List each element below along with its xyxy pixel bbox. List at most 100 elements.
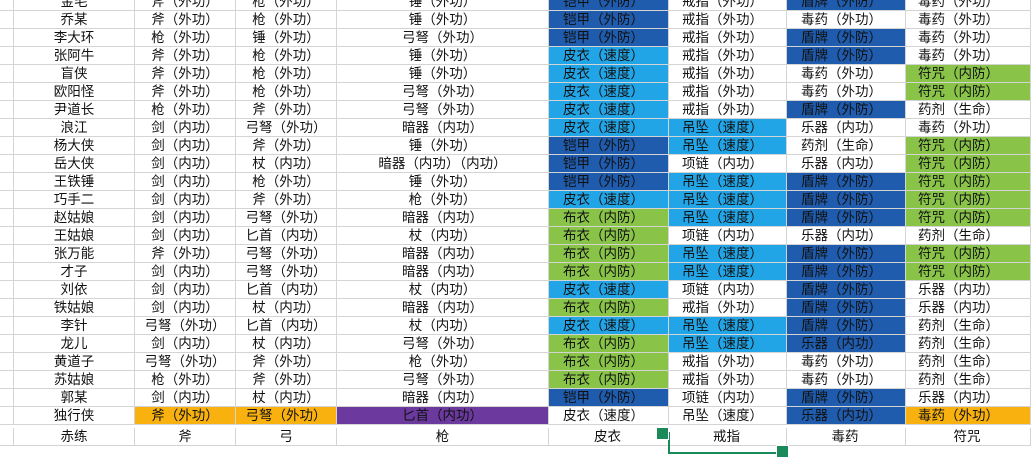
- equipment-cell[interactable]: 戒指（外功）: [669, 83, 787, 101]
- name-cell[interactable]: 郭某: [14, 389, 135, 407]
- equipment-cell[interactable]: 枪（外功）: [236, 65, 337, 83]
- equipment-cell[interactable]: 剑（内功）: [135, 173, 236, 191]
- equipment-cell[interactable]: 符咒（内防）: [906, 137, 1031, 155]
- equipment-cell[interactable]: 匕首（内功）: [236, 227, 337, 245]
- equipment-cell[interactable]: 符咒（内防）: [906, 83, 1031, 101]
- equipment-cell[interactable]: 枪（外功）: [135, 371, 236, 389]
- equipment-cell[interactable]: 吊坠（速度）: [669, 173, 787, 191]
- name-cell[interactable]: 欧阳怪: [14, 83, 135, 101]
- equipment-cell[interactable]: 戒指（外功）: [669, 371, 787, 389]
- equipment-cell[interactable]: 杖（内功）: [236, 389, 337, 407]
- equipment-cell[interactable]: 盾牌（外防）: [787, 299, 906, 317]
- equipment-cell[interactable]: 弓弩（外功）: [236, 245, 337, 263]
- equipment-cell[interactable]: 锤（外功）: [337, 47, 549, 65]
- equipment-cell[interactable]: 暗器（内功）: [337, 389, 549, 407]
- equipment-cell[interactable]: 匕首（内功）: [337, 407, 549, 425]
- equipment-cell[interactable]: 铠甲（外防）: [549, 173, 669, 191]
- equipment-cell[interactable]: 盾牌（外防）: [787, 281, 906, 299]
- equipment-cell[interactable]: 吊坠（速度）: [669, 335, 787, 353]
- equipment-cell[interactable]: 乐器（内功）: [906, 299, 1031, 317]
- equipment-cell[interactable]: 杖（内功）: [337, 317, 549, 335]
- name-cell[interactable]: 杨大侠: [14, 137, 135, 155]
- equipment-cell[interactable]: 斧（外功）: [135, 83, 236, 101]
- equipment-cell[interactable]: 皮衣（速度）: [549, 191, 669, 209]
- equipment-cell[interactable]: 枪（外功）: [337, 191, 549, 209]
- selection-fill-handle[interactable]: [776, 445, 789, 458]
- equipment-cell[interactable]: 铠甲（外防）: [549, 137, 669, 155]
- equipment-cell[interactable]: 吊坠（速度）: [669, 245, 787, 263]
- equipment-cell[interactable]: 杖（内功）: [236, 335, 337, 353]
- equipment-cell[interactable]: 符咒（内防）: [906, 245, 1031, 263]
- equipment-cell[interactable]: 剑（内功）: [135, 155, 236, 173]
- equipment-cell[interactable]: 项链（内功）: [669, 227, 787, 245]
- equipment-cell[interactable]: 吊坠（速度）: [669, 317, 787, 335]
- equipment-cell[interactable]: 药剂（生命）: [906, 317, 1031, 335]
- equipment-cell[interactable]: 弓弩（外功）: [337, 101, 549, 119]
- equipment-cell[interactable]: 暗器（内功）（内功）: [337, 155, 549, 173]
- equipment-cell[interactable]: 乐器（内功）: [906, 281, 1031, 299]
- equipment-cell[interactable]: 皮衣（速度）: [549, 407, 669, 425]
- equipment-cell[interactable]: 盾牌（外防）: [787, 47, 906, 65]
- equipment-cell[interactable]: 乐器（内功）: [787, 227, 906, 245]
- name-cell[interactable]: 张万能: [14, 245, 135, 263]
- equipment-cell[interactable]: 符咒（内防）: [906, 191, 1031, 209]
- equipment-cell[interactable]: 符咒（内防）: [906, 263, 1031, 281]
- name-cell[interactable]: 才子: [14, 263, 135, 281]
- equipment-cell[interactable]: 乐器（内功）: [787, 335, 906, 353]
- equipment-cell[interactable]: 铠甲（外防）: [549, 29, 669, 47]
- equipment-cell[interactable]: 毒药（外功）: [787, 353, 906, 371]
- name-cell[interactable]: 龙儿: [14, 335, 135, 353]
- name-cell[interactable]: 金毛: [14, 0, 135, 11]
- equipment-cell[interactable]: 剑（内功）: [135, 389, 236, 407]
- name-cell[interactable]: 王姑娘: [14, 227, 135, 245]
- equipment-cell[interactable]: 弓弩（外功）: [337, 29, 549, 47]
- equipment-cell[interactable]: 弓弩（外功）: [135, 353, 236, 371]
- equipment-cell[interactable]: 剑（内功）: [135, 227, 236, 245]
- equipment-cell[interactable]: 匕首（内功）: [236, 281, 337, 299]
- name-cell[interactable]: 刘依: [14, 281, 135, 299]
- equipment-cell[interactable]: 剑（内功）: [135, 263, 236, 281]
- equipment-cell[interactable]: 符咒（内防）: [906, 173, 1031, 191]
- equipment-cell[interactable]: 毒药: [787, 428, 906, 446]
- equipment-cell[interactable]: 符咒（内防）: [906, 155, 1031, 173]
- equipment-cell[interactable]: 布衣（内防）: [549, 353, 669, 371]
- equipment-cell[interactable]: 戒指（外功）: [669, 0, 787, 11]
- equipment-cell[interactable]: 剑（内功）: [135, 281, 236, 299]
- equipment-cell[interactable]: 戒指: [669, 428, 787, 446]
- equipment-cell[interactable]: 铠甲（外防）: [549, 11, 669, 29]
- equipment-cell[interactable]: 毒药（外功）: [906, 407, 1031, 425]
- equipment-cell[interactable]: 枪（外功）: [236, 83, 337, 101]
- equipment-cell[interactable]: 吊坠（速度）: [669, 191, 787, 209]
- equipment-cell[interactable]: 皮衣（速度）: [549, 83, 669, 101]
- equipment-cell[interactable]: 戒指（外功）: [669, 299, 787, 317]
- equipment-cell[interactable]: 斧（外功）: [236, 191, 337, 209]
- equipment-cell[interactable]: 枪（外功）: [236, 173, 337, 191]
- equipment-cell[interactable]: 枪（外功）: [236, 47, 337, 65]
- equipment-cell[interactable]: 弓弩（外功）: [337, 335, 549, 353]
- equipment-cell[interactable]: 盾牌（外防）: [787, 29, 906, 47]
- equipment-cell[interactable]: 剑（内功）: [135, 191, 236, 209]
- equipment-cell[interactable]: 皮衣（速度）: [549, 47, 669, 65]
- equipment-cell[interactable]: 斧（外功）: [135, 245, 236, 263]
- equipment-cell[interactable]: 盾牌（外防）: [787, 173, 906, 191]
- equipment-cell[interactable]: 吊坠（速度）: [669, 263, 787, 281]
- equipment-cell[interactable]: 锤（外功）: [337, 11, 549, 29]
- equipment-cell[interactable]: 斧（外功）: [236, 101, 337, 119]
- equipment-cell[interactable]: 毒药（外功）: [906, 119, 1031, 137]
- equipment-cell[interactable]: 药剂（生命）: [906, 353, 1031, 371]
- equipment-cell[interactable]: 斧（外功）: [135, 65, 236, 83]
- equipment-cell[interactable]: 锤（外功）: [337, 173, 549, 191]
- name-cell[interactable]: 苏姑娘: [14, 371, 135, 389]
- equipment-cell[interactable]: 皮衣（速度）: [549, 65, 669, 83]
- equipment-cell[interactable]: 斧（外功）: [135, 11, 236, 29]
- equipment-cell[interactable]: 弓弩（外功）: [236, 119, 337, 137]
- equipment-cell[interactable]: 铠甲（外防）: [549, 155, 669, 173]
- equipment-cell[interactable]: 布衣（内防）: [549, 209, 669, 227]
- equipment-cell[interactable]: 布衣（内防）: [549, 299, 669, 317]
- equipment-cell[interactable]: 项链（内功）: [669, 389, 787, 407]
- equipment-cell[interactable]: 吊坠（速度）: [669, 407, 787, 425]
- equipment-cell[interactable]: 乐器（内功）: [906, 389, 1031, 407]
- equipment-cell[interactable]: 布衣（内防）: [549, 227, 669, 245]
- equipment-cell[interactable]: 药剂（生命）: [906, 227, 1031, 245]
